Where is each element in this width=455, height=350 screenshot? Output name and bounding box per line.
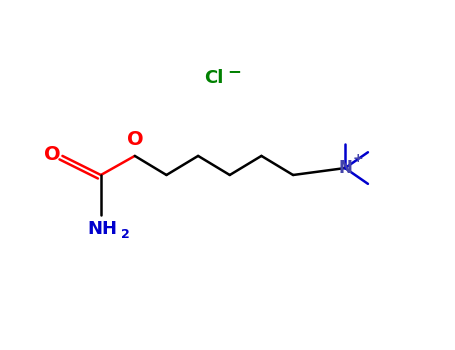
Text: N: N: [338, 159, 352, 177]
Text: O: O: [44, 145, 61, 164]
Text: +: +: [353, 152, 363, 165]
Text: Cl: Cl: [204, 69, 223, 87]
Text: NH: NH: [88, 220, 118, 238]
Text: O: O: [127, 130, 144, 149]
Text: −: −: [228, 63, 241, 80]
Text: 2: 2: [121, 228, 130, 240]
